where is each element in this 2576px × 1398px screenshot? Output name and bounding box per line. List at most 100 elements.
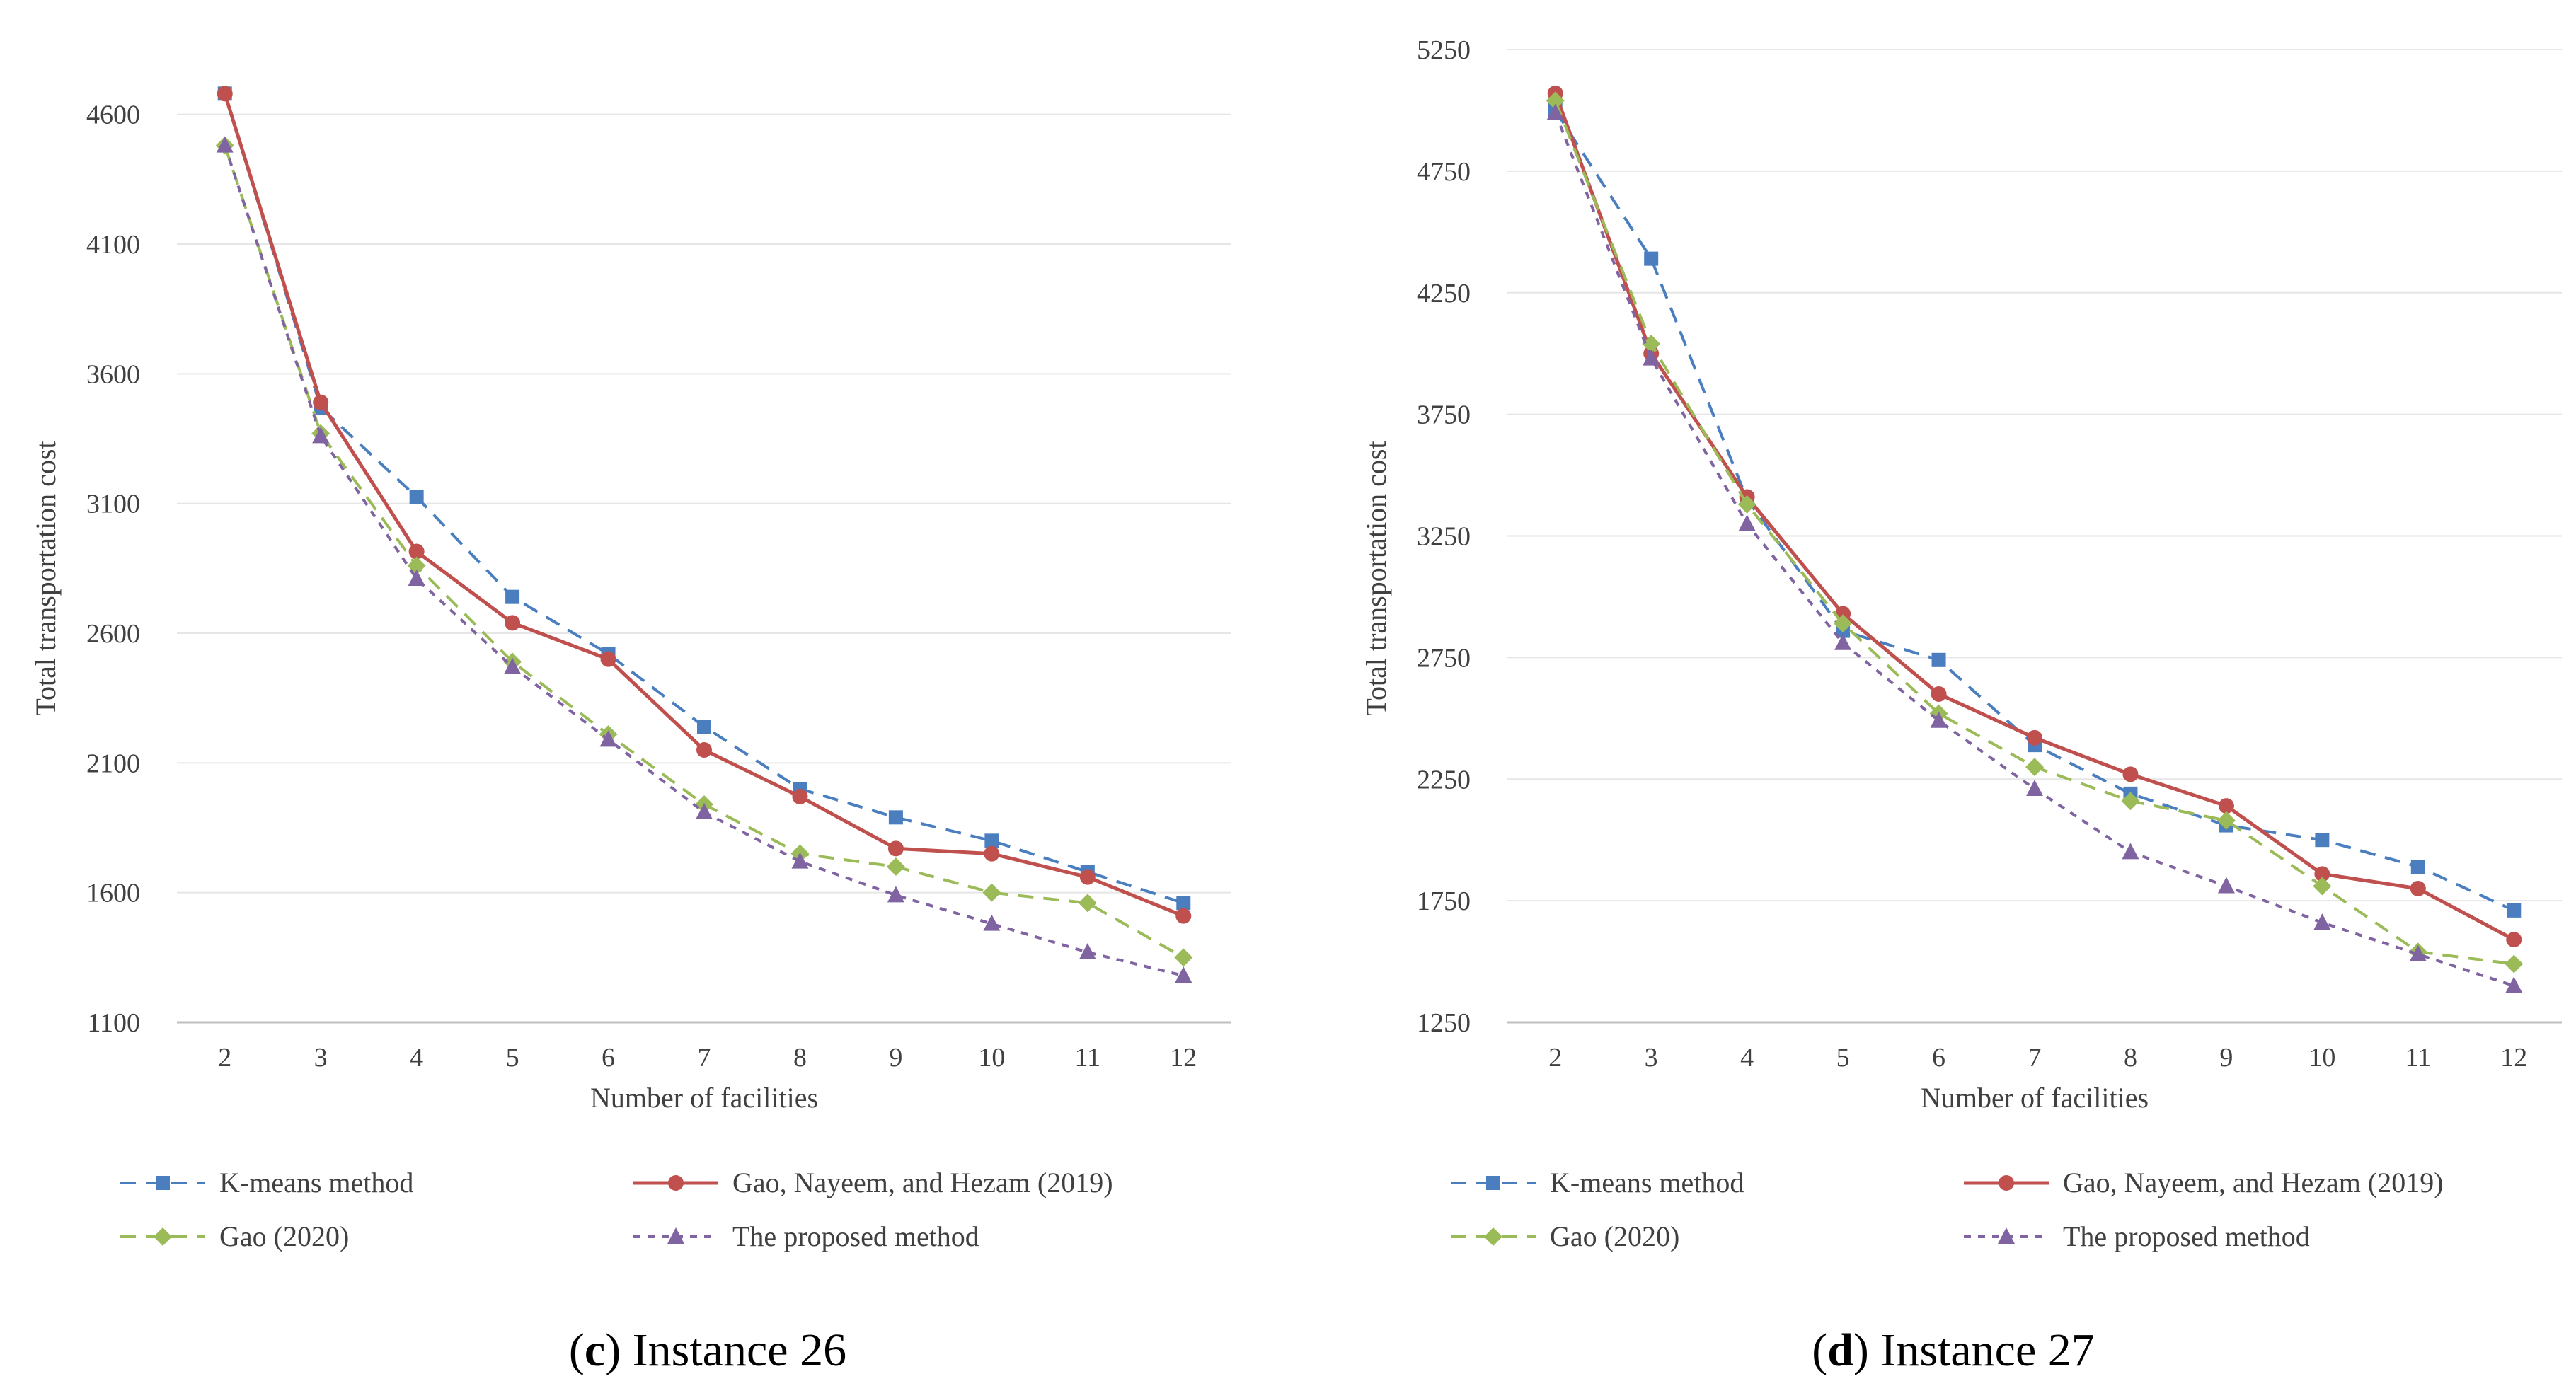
data-point [1642,334,1661,353]
data-point [217,86,233,102]
data-point [2027,729,2042,746]
data-point [2314,866,2330,882]
data-point [1737,495,1756,514]
legend-item: K-means method [120,1167,413,1198]
legend-item: Gao (2020) [1451,1220,1679,1252]
x-axis-label: Number of facilities [1921,1082,2149,1114]
y-tick-label: 4100 [86,230,140,260]
data-point [216,136,234,153]
data-point [1643,349,1660,366]
series-line-3 [223,145,1184,977]
legend-marker [1484,1227,1502,1246]
data-point [505,589,520,604]
data-point [1738,514,1756,531]
legend-marker [154,1227,172,1246]
series-line-2 [223,145,1185,959]
data-point [505,615,521,631]
legend-item: Gao, Nayeem, and Hezam (2019) [633,1167,1113,1198]
data-point [1175,966,1192,983]
series-line-2 [1553,100,2514,966]
data-point [982,883,1001,902]
x-tick-label: 12 [2500,1043,2527,1073]
x-tick-label: 3 [314,1043,328,1073]
y-tick-label: 1750 [1417,886,1471,916]
data-point [2507,903,2522,918]
legend-label: Gao, Nayeem, and Hezam (2019) [732,1167,1113,1198]
legend-marker [156,1176,170,1190]
data-point [1078,894,1097,913]
data-point [600,651,616,667]
x-tick-label: 12 [1170,1043,1197,1073]
data-point [2122,766,2139,782]
data-point [696,803,713,819]
y-tick-label: 4250 [1417,279,1471,308]
data-point [408,543,425,560]
y-tick-label: 1100 [87,1008,140,1038]
data-point [1930,711,1948,728]
x-tick-label: 3 [1645,1043,1658,1073]
y-tick-label: 3100 [86,490,140,519]
data-point [2218,798,2234,814]
data-point [1546,91,1565,110]
legend-label: The proposed method [732,1220,979,1252]
data-point [2026,780,2043,796]
x-tick-label: 4 [1740,1043,1754,1073]
y-tick-label: 4600 [86,100,140,130]
series-line-3 [1553,112,2514,988]
data-point [599,730,617,747]
data-point [983,914,1001,931]
data-point [1931,652,1946,667]
data-point [2216,811,2236,830]
y-tick-label: 5250 [1417,35,1471,65]
x-tick-label: 2 [1548,1043,1562,1073]
x-tick-label: 11 [2405,1043,2432,1073]
y-tick-label: 2250 [1417,765,1471,795]
data-point [1834,614,1853,633]
x-tick-label: 2 [218,1043,231,1073]
legend-item: K-means method [1451,1167,1744,1198]
data-point [984,845,1000,862]
data-point [1834,633,1852,650]
data-point [1079,943,1096,959]
data-point [887,840,904,857]
legend-label: K-means method [1550,1167,1744,1198]
figure-caption: (c) Instance 26 [569,1324,846,1376]
data-point [2409,944,2427,961]
data-point [1175,908,1192,924]
y-axis-label: Total transportation cost [1360,441,1392,715]
y-tick-label: 2750 [1417,643,1471,673]
figure-caption: (d) Instance 27 [1812,1324,2095,1376]
data-point [2025,758,2044,777]
data-point [1174,948,1193,967]
y-tick-label: 3750 [1417,400,1471,430]
legend-item: Gao (2020) [120,1220,349,1252]
data-point [408,570,425,586]
legend-item: Gao, Nayeem, and Hezam (2019) [1964,1167,2444,1198]
y-tick-label: 2100 [86,749,140,778]
data-point [888,810,903,825]
data-point [1176,896,1191,911]
data-point [312,427,330,444]
data-point [697,720,711,734]
legend-marker [668,1175,684,1191]
legend-label: Gao, Nayeem, and Hezam (2019) [2063,1167,2444,1198]
data-point [2410,860,2425,874]
data-point [2217,877,2235,894]
data-point [1079,869,1096,885]
data-point [2313,877,2332,896]
y-tick-label: 3250 [1417,522,1471,552]
y-tick-label: 1250 [1417,1008,1471,1038]
data-point [886,857,905,876]
y-tick-label: 1600 [86,879,140,908]
x-tick-label: 4 [410,1043,423,1073]
data-point [409,490,424,504]
data-point [2121,792,2140,811]
legend-label: Gao (2020) [1550,1220,1679,1252]
legend-item: The proposed method [633,1220,979,1252]
data-point [984,833,999,848]
chart-panel-d: 1250 1750 2250 2750 3250 3750 4250 4750 5250 2 3 4 5… [1360,35,2562,1376]
x-tick-label: 10 [2308,1043,2335,1073]
series-line-1 [1553,93,2515,942]
y-tick-label: 2600 [86,619,140,649]
data-point [2410,880,2426,896]
